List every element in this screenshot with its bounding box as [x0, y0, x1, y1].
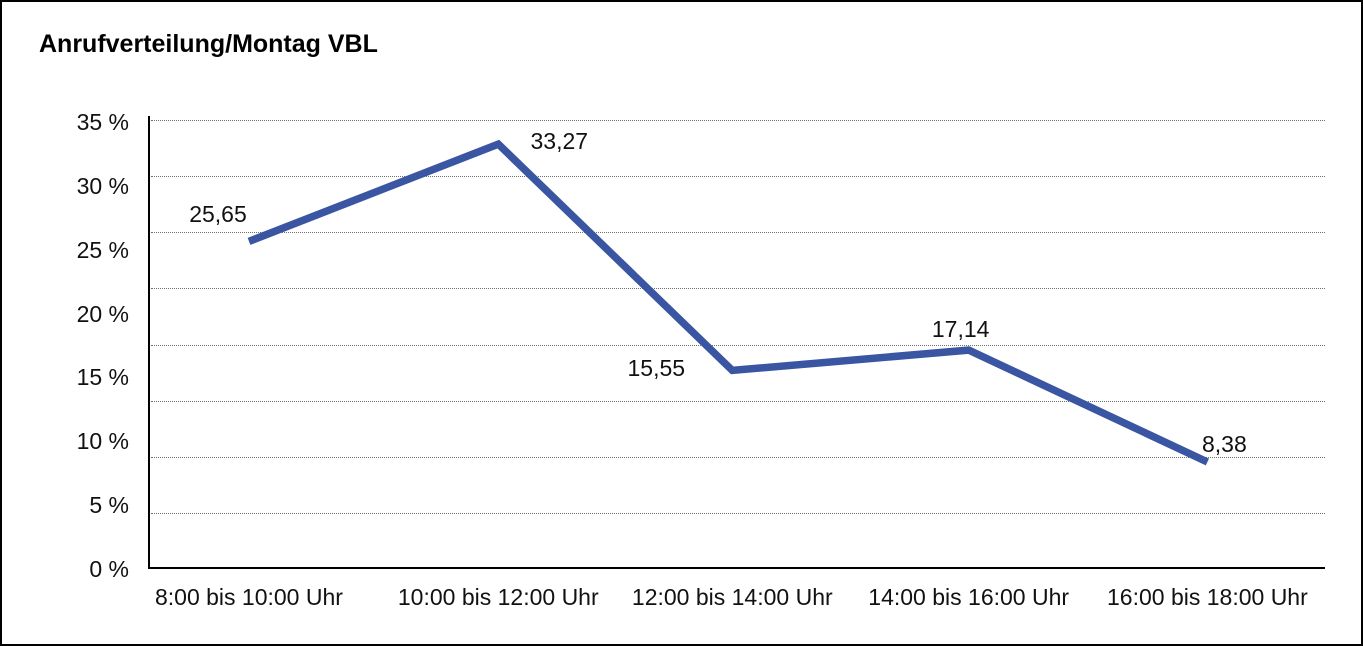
y-tick-label: 5 % [89, 492, 129, 519]
y-tick-label: 15 % [76, 364, 129, 391]
x-tick-label: 12:00 bis 14:00 Uhr [631, 584, 833, 610]
y-tick-label: 30 % [76, 172, 129, 199]
x-tick-label: 8:00 bis 10:00 Uhr [154, 584, 343, 610]
gridline [151, 176, 1325, 178]
x-axis-line [149, 567, 1325, 569]
gridline [151, 120, 1325, 121]
chart-title: Anrufverteilung/Montag VBL [39, 30, 378, 58]
data-point-label: 25,65 [189, 201, 247, 228]
line-series-svg [247, 139, 1209, 466]
x-tick-label: 10:00 bis 12:00 Uhr [397, 584, 599, 610]
y-tick-label: 0 % [89, 556, 129, 582]
gridline [151, 344, 1325, 346]
gridline [151, 456, 1325, 458]
x-tick-label: 14:00 bis 16:00 Uhr [868, 584, 1070, 610]
x-tick-label: 16:00 bis 18:00 Uhr [1107, 584, 1308, 610]
y-tick-label: 35 % [76, 109, 129, 135]
gridline [151, 512, 1325, 514]
gridline [151, 400, 1325, 402]
series-line [247, 139, 1209, 466]
data-point-label: 33,27 [530, 128, 589, 155]
y-tick-label: 20 % [76, 300, 129, 327]
y-tick-label: 25 % [76, 236, 129, 263]
gridline [151, 288, 1325, 290]
data-point-label: 17,14 [931, 316, 990, 343]
gridline [151, 232, 1325, 234]
y-tick-label: 10 % [76, 428, 129, 455]
y-axis-line [148, 116, 150, 569]
data-point-label: 8,38 [1202, 430, 1247, 457]
plot-area: 25,65 33,27 15,55 17,14 8,38 [149, 120, 1325, 569]
data-point-label: 15,55 [627, 355, 686, 382]
